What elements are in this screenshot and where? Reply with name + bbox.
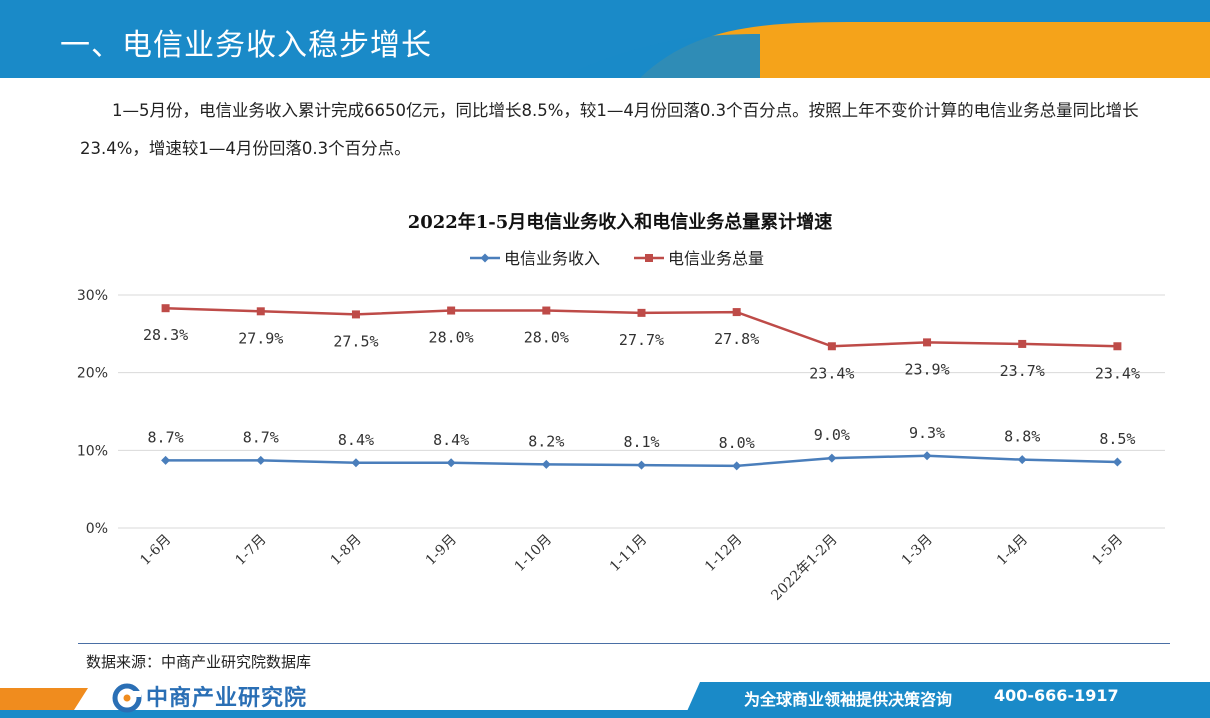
intro-paragraph: 1—5月份，电信业务收入累计完成6650亿元，同比增长8.5%，较1—4月份回落…: [80, 101, 1139, 158]
data-label: 8.4%: [433, 431, 469, 449]
data-label: 8.5%: [1099, 430, 1135, 448]
x-tick-label: 1-5月: [1089, 532, 1126, 569]
data-label: 23.7%: [1000, 362, 1045, 380]
logo-text: 中商产业研究院: [146, 686, 308, 711]
x-tick-label: 1-10月: [512, 532, 555, 575]
data-point: [732, 461, 742, 471]
data-point: [637, 308, 646, 317]
data-point: [827, 342, 836, 351]
x-tick-label: 1-11月: [607, 532, 650, 575]
data-label: 28.0%: [524, 329, 569, 347]
chart-title: 2022年1-5月电信业务收入和电信业务总量累计增速: [408, 211, 833, 233]
data-label: 27.8%: [714, 330, 759, 348]
data-point: [923, 338, 932, 347]
footer-slogan: 为全球商业领袖提供决策咨询: [744, 690, 953, 709]
x-tick-label: 1-12月: [702, 532, 745, 575]
y-tick-label: 20%: [77, 366, 108, 382]
footer-phone: 400-666-1917: [994, 686, 1119, 705]
x-tick-label: 1-8月: [328, 532, 365, 569]
data-label: 27.9%: [238, 329, 283, 347]
x-tick-label: 2022年1-2月: [768, 532, 840, 604]
data-point: [446, 458, 456, 468]
data-label: 8.1%: [623, 433, 659, 451]
footer-background: [0, 682, 1210, 718]
data-point: [161, 304, 170, 313]
data-point: [1113, 342, 1122, 351]
data-point: [1018, 339, 1027, 348]
page-title: 一、电信业务收入稳步增长: [60, 28, 432, 63]
data-point: [351, 458, 361, 468]
x-tick-label: 1-3月: [899, 532, 936, 569]
source-divider: [78, 643, 1170, 644]
data-point: [256, 307, 265, 316]
data-point: [542, 306, 551, 315]
data-point: [732, 308, 741, 317]
data-label: 28.3%: [143, 326, 188, 344]
legend-label: 电信业务收入: [504, 249, 600, 268]
data-label: 8.2%: [528, 432, 564, 450]
data-label: 28.0%: [429, 329, 474, 347]
data-point: [637, 460, 646, 470]
data-label: 27.5%: [333, 332, 378, 350]
chart-series: 8.7% 8.7% 8.4% 8.4% 8.2% 8.1% 8.0% 9.0% 9.3% 8.8%…: [143, 304, 1140, 471]
y-tick-label: 0%: [86, 521, 108, 537]
data-label: 8.8%: [1004, 428, 1040, 446]
data-label: 27.7%: [619, 331, 664, 349]
data-point: [256, 455, 266, 465]
legend-label: 电信业务总量: [668, 249, 764, 268]
data-point: [922, 451, 932, 461]
data-label: 23.9%: [904, 360, 949, 378]
chart-grid: [118, 294, 1165, 529]
data-label: 8.4%: [338, 431, 374, 449]
x-axis: 1-6月 1-7月 1-8月 1-9月 1-10月 1-11月 1-12月 2022年1-2月…: [137, 532, 1126, 604]
data-point: [447, 306, 456, 315]
data-label: 8.0%: [719, 434, 755, 452]
data-point: [1017, 455, 1027, 465]
y-tick-label: 10%: [77, 443, 108, 459]
legend-marker: [645, 254, 653, 262]
logo-icon: [112, 683, 142, 713]
data-label: 23.4%: [1095, 364, 1140, 382]
data-label: 9.0%: [814, 426, 850, 444]
x-tick-label: 1-4月: [994, 532, 1031, 569]
data-point: [1112, 457, 1122, 467]
data-point: [827, 453, 837, 463]
legend-marker: [480, 253, 490, 263]
data-point: [541, 459, 551, 469]
x-tick-label: 1-6月: [137, 532, 174, 569]
data-point: [161, 455, 171, 465]
data-label: 9.3%: [909, 424, 945, 442]
line-chart: 2022年1-5月电信业务收入和电信业务总量累计增速 电信业务收入 电信业务总量 …: [77, 211, 1165, 604]
header-background: [0, 0, 1210, 78]
data-source: 数据来源：中商产业研究院数据库: [86, 653, 312, 671]
header-banner: 一、电信业务收入稳步增长: [0, 0, 1210, 80]
y-tick-label: 30%: [77, 288, 108, 304]
data-label: 8.7%: [148, 428, 184, 446]
data-label: 23.4%: [809, 364, 854, 382]
data-label: 8.7%: [243, 428, 279, 446]
x-tick-label: 1-7月: [232, 532, 269, 569]
footer-bar: [0, 680, 1210, 718]
data-point: [351, 310, 360, 319]
y-axis: 0% 10% 20% 30%: [77, 288, 108, 537]
x-tick-label: 1-9月: [423, 532, 460, 569]
chart-legend: 电信业务收入 电信业务总量: [470, 249, 764, 268]
